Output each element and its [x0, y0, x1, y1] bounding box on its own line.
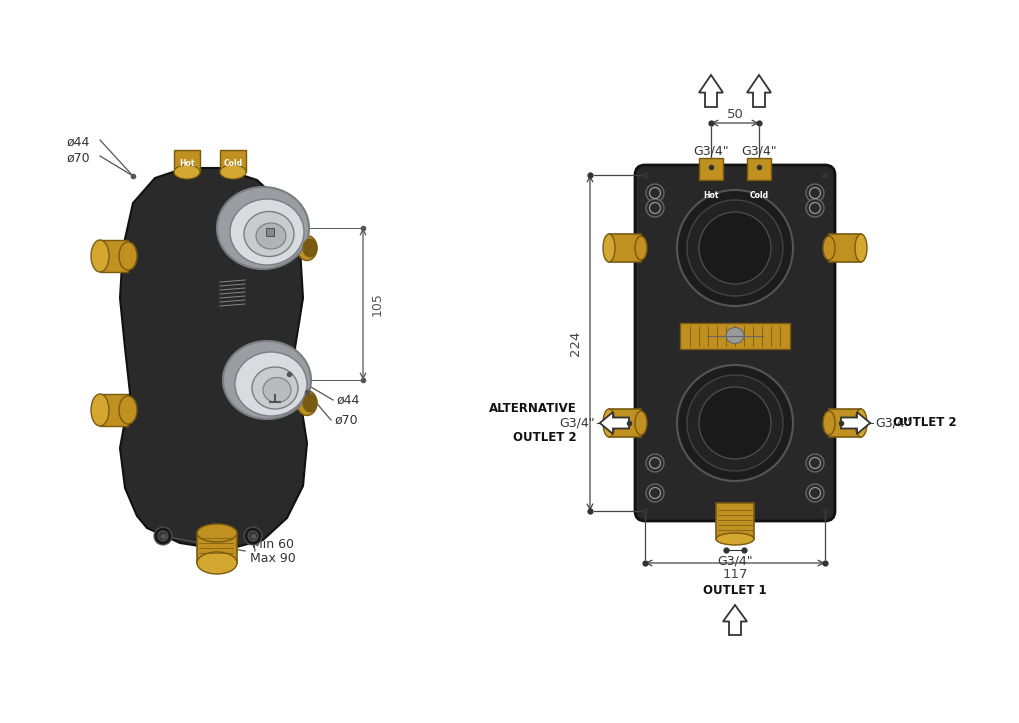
Ellipse shape — [223, 341, 311, 419]
Ellipse shape — [726, 328, 743, 343]
Text: G3/4": G3/4" — [741, 144, 776, 157]
Ellipse shape — [822, 411, 835, 435]
Bar — [715, 503, 753, 539]
FancyBboxPatch shape — [635, 165, 835, 521]
Ellipse shape — [91, 394, 109, 426]
Text: ø70: ø70 — [67, 152, 91, 165]
Text: ø44: ø44 — [67, 135, 91, 148]
Text: G3/4": G3/4" — [558, 416, 594, 429]
Bar — [746, 158, 770, 180]
Ellipse shape — [252, 367, 298, 409]
Bar — [828, 409, 860, 437]
Circle shape — [687, 375, 783, 471]
Ellipse shape — [256, 223, 285, 249]
Bar — [608, 409, 640, 437]
Circle shape — [645, 454, 663, 472]
Ellipse shape — [229, 199, 304, 265]
Text: G3/4": G3/4" — [693, 144, 729, 157]
Ellipse shape — [303, 394, 317, 412]
Text: OUTLET 2: OUTLET 2 — [892, 416, 956, 429]
Ellipse shape — [602, 234, 614, 262]
Polygon shape — [722, 605, 746, 635]
Ellipse shape — [297, 390, 317, 416]
Ellipse shape — [854, 234, 866, 262]
Text: Max 90: Max 90 — [250, 552, 296, 565]
Ellipse shape — [822, 236, 835, 260]
Bar — [266, 228, 274, 236]
Text: ALTERNATIVE: ALTERNATIVE — [489, 402, 577, 415]
Circle shape — [645, 199, 663, 217]
Ellipse shape — [91, 240, 109, 272]
Ellipse shape — [119, 396, 137, 424]
Ellipse shape — [119, 242, 137, 270]
Ellipse shape — [263, 377, 290, 403]
Ellipse shape — [244, 212, 293, 257]
Ellipse shape — [217, 187, 309, 269]
Text: 50: 50 — [726, 108, 743, 121]
Bar — [680, 322, 790, 348]
Text: ø70: ø70 — [334, 414, 359, 427]
Circle shape — [805, 184, 823, 202]
Bar — [100, 394, 127, 426]
Ellipse shape — [197, 552, 236, 574]
Circle shape — [805, 454, 823, 472]
Polygon shape — [841, 412, 869, 434]
Circle shape — [698, 387, 770, 459]
Polygon shape — [746, 75, 770, 107]
Ellipse shape — [220, 165, 246, 179]
Circle shape — [677, 190, 792, 306]
Text: ø44: ø44 — [336, 393, 360, 406]
Circle shape — [645, 184, 663, 202]
Bar — [174, 150, 200, 172]
Circle shape — [677, 365, 792, 481]
Circle shape — [154, 527, 172, 545]
Text: G3/4": G3/4" — [874, 416, 910, 429]
Ellipse shape — [234, 352, 307, 416]
Ellipse shape — [635, 236, 646, 260]
Bar — [828, 234, 860, 262]
Ellipse shape — [602, 409, 614, 437]
Bar — [220, 150, 246, 172]
Ellipse shape — [854, 409, 866, 437]
Circle shape — [248, 531, 258, 541]
Text: Cold: Cold — [749, 190, 767, 200]
Ellipse shape — [303, 239, 317, 257]
Text: G3/4": G3/4" — [716, 554, 752, 567]
Polygon shape — [698, 75, 722, 107]
Text: OUTLET 2: OUTLET 2 — [513, 431, 577, 444]
Bar — [100, 240, 127, 272]
Polygon shape — [599, 412, 629, 434]
Circle shape — [244, 527, 262, 545]
Ellipse shape — [197, 524, 236, 542]
Circle shape — [687, 200, 783, 296]
Text: 224: 224 — [569, 330, 582, 356]
Ellipse shape — [635, 411, 646, 435]
Text: OUTLET 1: OUTLET 1 — [702, 584, 766, 597]
Text: 117: 117 — [721, 568, 747, 581]
Circle shape — [158, 531, 168, 541]
Circle shape — [805, 199, 823, 217]
Circle shape — [645, 484, 663, 502]
Ellipse shape — [297, 236, 317, 260]
Text: Min 60: Min 60 — [252, 539, 293, 552]
Text: Hot: Hot — [702, 190, 718, 200]
Circle shape — [698, 212, 770, 284]
Bar — [698, 158, 722, 180]
Circle shape — [805, 484, 823, 502]
Ellipse shape — [174, 165, 200, 179]
Text: 105: 105 — [370, 292, 383, 316]
Text: Hot: Hot — [179, 158, 195, 168]
Ellipse shape — [715, 533, 753, 545]
Polygon shape — [120, 168, 307, 550]
Text: Cold: Cold — [223, 158, 243, 168]
Bar — [608, 234, 640, 262]
Bar — [197, 533, 236, 563]
